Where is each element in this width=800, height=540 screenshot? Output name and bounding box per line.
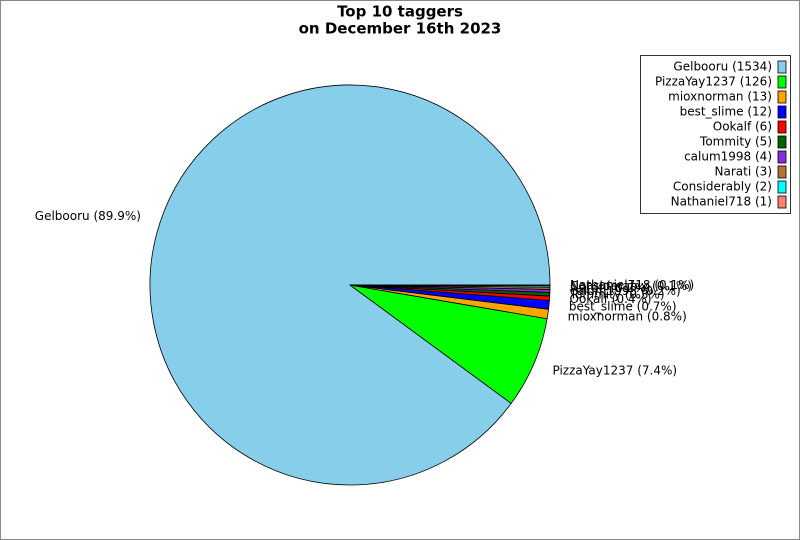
chart-title: Top 10 taggers xyxy=(337,3,463,21)
legend-box xyxy=(640,55,791,214)
slice-label: Nathaniel718 (0.1%) xyxy=(570,278,694,292)
slice-label: best_slime (0.7%) xyxy=(569,299,677,313)
slice-label: Tommity (0.3%) xyxy=(569,288,665,302)
legend-label: PizzaYay1237 (126) xyxy=(655,75,772,89)
legend-label: calum1998 (4) xyxy=(684,150,772,164)
slice-label: Considerably (0.1%) xyxy=(570,279,692,293)
chart-title: on December 16th 2023 xyxy=(299,20,502,38)
slice-label: Narati (0.2%) xyxy=(570,281,650,295)
slice-label: mioxnorman (0.8%) xyxy=(568,309,687,323)
legend-swatch xyxy=(777,120,787,134)
slice-label: PizzaYay1237 (7.4%) xyxy=(553,363,678,377)
legend-label: best_slime (12) xyxy=(680,105,772,119)
pie-slice xyxy=(149,84,551,486)
legend-swatch xyxy=(777,195,787,209)
legend-label: Gelbooru (1534) xyxy=(673,60,772,74)
legend-label: Nathaniel718 (1) xyxy=(671,195,772,209)
legend-swatch xyxy=(777,60,787,74)
legend-swatch xyxy=(777,135,787,149)
legend-label: mioxnorman (13) xyxy=(668,90,772,104)
legend-swatch xyxy=(777,75,787,89)
legend-swatch xyxy=(777,150,787,164)
slice-label: calum1998 (0.2%) xyxy=(570,284,681,298)
legend-label: Tommity (5) xyxy=(699,135,772,149)
slice-label: Ookalf (0.4%) xyxy=(570,292,652,306)
legend-label: Narati (3) xyxy=(715,165,772,179)
pie-slice xyxy=(349,284,551,287)
slice-label: Gelbooru (89.9%) xyxy=(35,209,141,223)
legend-label: Ookalf (6) xyxy=(713,120,772,134)
legend-label: Considerably (2) xyxy=(673,180,772,194)
legend-swatch xyxy=(777,180,787,194)
legend-swatch xyxy=(777,105,787,119)
legend-swatch xyxy=(777,90,787,104)
legend-swatch xyxy=(777,165,787,179)
